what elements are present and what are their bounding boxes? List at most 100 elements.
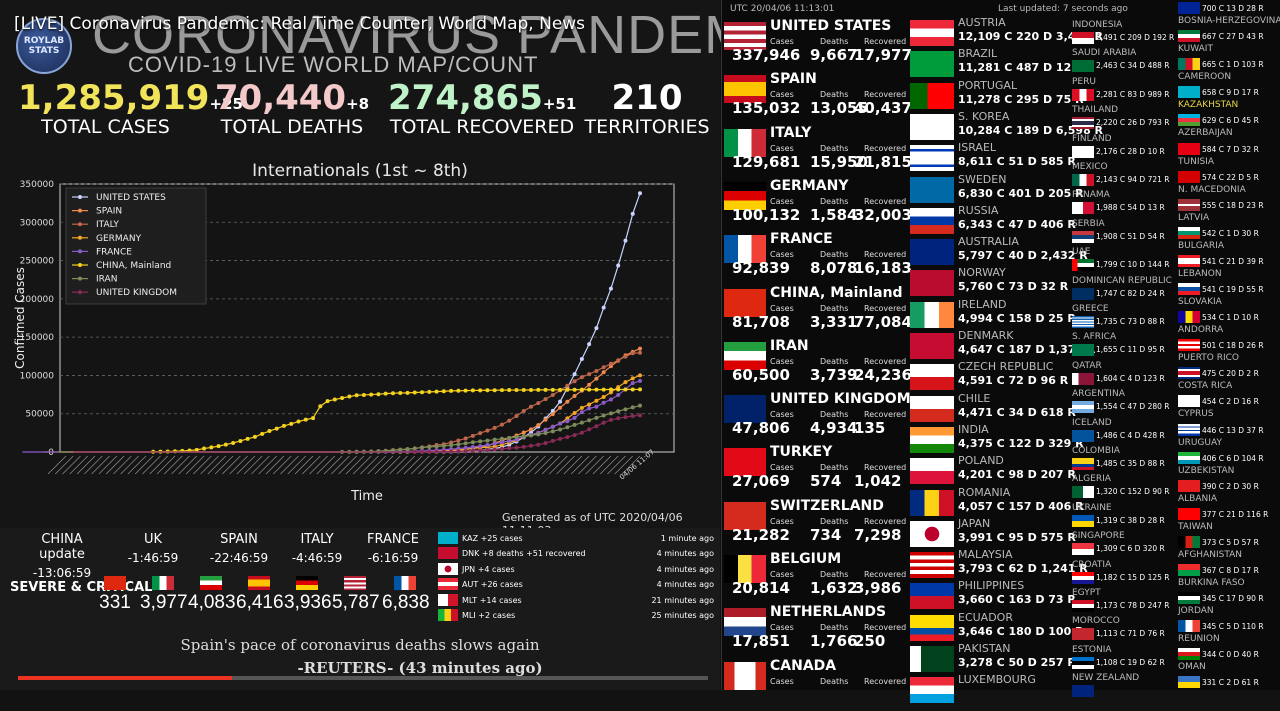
news-item[interactable]: KAZ +25 cases 1 minute ago [438, 532, 714, 547]
country-row-small[interactable]: UKRAINE 1,319 C 38 D 28 R [1070, 503, 1174, 527]
country-row-small[interactable]: ALGERIA 1,320 C 152 D 90 R [1070, 474, 1174, 499]
country-row-small[interactable]: 345 C 17 D 90 R JORDAN [1176, 592, 1280, 620]
country-row-small[interactable]: S. AFRICA 1,655 C 11 D 95 R [1070, 332, 1174, 357]
country-row[interactable]: JAPAN 3,991 C 95 D 575 R [910, 517, 1076, 548]
country-row-small[interactable]: 555 C 18 D 23 R LATVIA [1176, 198, 1280, 227]
country-row-small[interactable]: DOMINICAN REPUBLIC 1,747 C 82 D 24 R [1070, 276, 1174, 300]
country-row-small[interactable]: 541 C 21 D 39 R LEBANON [1176, 254, 1280, 283]
country-row-small[interactable]: 541 C 19 D 55 R SLOVAKIA [1176, 283, 1280, 311]
country-row[interactable]: CHILE 4,471 C 34 D 618 R [910, 392, 1076, 423]
video-title[interactable]: [LIVE] Coronavirus Pandemic: Real Time C… [14, 14, 586, 34]
country-row-small[interactable]: EGYPT 1,173 C 78 D 247 R [1070, 588, 1174, 612]
country-row-large[interactable]: CHINA, Mainland Cases Deaths Recovered 81,70… [724, 285, 912, 338]
country-row-large[interactable]: NETHERLANDS Cases Deaths Recovered 17,851 1,7… [724, 604, 910, 657]
country-row-small[interactable]: MOROCCO 1,113 C 71 D 76 R [1070, 616, 1174, 641]
country-row-small[interactable]: 345 C 5 D 110 R REUNION [1176, 620, 1280, 648]
recovered-header: Recovered [864, 196, 907, 206]
country-row-small[interactable]: SINGAPORE 1,309 C 6 D 320 R [1070, 531, 1174, 556]
country-row[interactable]: AUSTRIA 12,109 C 220 D 3,463 R [910, 16, 1103, 47]
country-row-small[interactable]: ARGENTINA 1,554 C 47 D 280 R [1070, 389, 1174, 414]
country-row[interactable]: POLAND 4,201 C 98 D 207 R [910, 454, 1076, 485]
country-row-small[interactable]: CROATIA 1,182 C 15 D 125 R [1070, 560, 1174, 584]
country-row[interactable]: CZECH REPUBLIC 4,591 C 72 D 96 R [910, 360, 1068, 391]
country-row-large[interactable]: SWITZERLAND Cases Deaths Recovered 21,282 734… [724, 498, 910, 551]
country-row-small[interactable]: 629 C 6 D 45 R AZERBAIJAN [1176, 114, 1280, 142]
country-row-small[interactable]: INDONESIA 2,491 C 209 D 192 R [1070, 20, 1174, 44]
data-point [587, 342, 592, 347]
country-row-small[interactable]: FINLAND 2,176 C 28 D 10 R [1070, 134, 1174, 158]
country-row[interactable]: PORTUGAL 11,278 C 295 D 75 R [910, 79, 1084, 110]
news-headline[interactable]: Spain's pace of coronavirus deaths slows… [180, 636, 540, 654]
country-row-large[interactable]: FRANCE Cases Deaths Recovered 92,839 8,078 16,… [724, 231, 912, 284]
country-row-small[interactable]: 475 C 20 D 2 R COSTA RICA [1176, 367, 1280, 395]
news-item[interactable]: JPN +4 cases 4 minutes ago [438, 562, 714, 578]
country-row-small[interactable]: 658 C 9 D 17 R KAZAKHSTAN [1176, 86, 1280, 114]
country-row-small[interactable]: 367 C 8 D 17 R BURKINA FASO [1176, 564, 1280, 592]
country-row-small[interactable]: SERBIA 1,908 C 51 D 54 R [1070, 219, 1174, 243]
country-row-small[interactable]: 390 C 2 D 30 R ALBANIA [1176, 479, 1280, 508]
country-row[interactable]: INDIA 4,375 C 122 D 329 R [910, 423, 1084, 454]
country-row-small[interactable]: THAILAND 2,220 C 26 D 793 R [1070, 105, 1174, 130]
country-row-small[interactable]: SAUDI ARABIA 2,463 C 34 D 488 R [1070, 48, 1174, 73]
data-point [543, 417, 548, 422]
news-item[interactable]: DNK +8 deaths +51 recovered 4 minutes ago [438, 547, 714, 562]
country-row-small[interactable]: 700 C 13 D 28 R BOSNIA-HERZEGOVINA [1176, 2, 1280, 30]
country-row-large[interactable]: GERMANY Cases Deaths Recovered 100,132 1,584 3… [724, 178, 912, 231]
news-item[interactable]: MLI +2 cases 25 minutes ago [438, 609, 714, 624]
country-row-small[interactable]: ICELAND 1,486 C 4 D 428 R [1070, 418, 1174, 442]
country-row[interactable]: PHILIPPINES 3,660 C 163 D 73 R [910, 579, 1076, 610]
country-row[interactable]: LUXEMBOURG [910, 673, 1068, 704]
country-row-small[interactable]: PERU 2,281 C 83 D 989 R [1070, 77, 1174, 101]
country-row-small[interactable]: 406 C 6 D 104 R UZBEKISTAN [1176, 451, 1280, 480]
country-row-small[interactable]: 344 C 0 D 40 R OMAN [1176, 648, 1280, 676]
country-row[interactable]: ROMANIA 4,057 C 157 D 406 R [910, 486, 1084, 517]
country-row-small[interactable]: 574 C 22 D 5 R N. MACEDONIA [1176, 170, 1280, 199]
country-row[interactable]: S. KOREA 10,284 C 189 D 6,598 R [910, 110, 1103, 141]
country-row[interactable]: PAKISTAN 3,278 C 50 D 257 R [910, 642, 1076, 673]
country-row[interactable]: ECUADOR 3,646 C 180 D 100 R [910, 611, 1084, 642]
country-row-large[interactable]: UNITED STATES Cases Deaths Recovered 337,946… [724, 18, 912, 71]
country-row-small[interactable]: PANAMA 1,988 C 54 D 13 R [1070, 190, 1174, 215]
country-row[interactable]: MALAYSIA 3,793 C 62 D 1,241 R [910, 548, 1088, 579]
country-row-large[interactable]: CANADA Cases Deaths Recovered [724, 658, 910, 711]
country-row-large[interactable]: UNITED KINGDOM Cases Deaths Recovered 47,806… [724, 391, 911, 444]
country-row-small[interactable]: ESTONIA 1,108 C 19 D 62 R [1070, 645, 1174, 669]
country-row[interactable]: SWEDEN 6,830 C 401 D 205 R [910, 173, 1084, 204]
country-row-small[interactable]: 667 C 27 D 43 R KUWAIT [1176, 30, 1280, 58]
country-row[interactable]: BRAZIL 11,281 C 487 D 127 R [910, 47, 1091, 78]
country-row[interactable]: AUSTRALIA 5,797 C 40 D 2,432 R [910, 235, 1088, 266]
country-row-small[interactable]: MEXICO 2,143 C 94 D 721 R [1070, 162, 1174, 186]
country-row-large[interactable]: BELGIUM Cases Deaths Recovered 20,814 1,632 3,… [724, 551, 910, 604]
cases-header: Cases [770, 410, 794, 420]
country-row-small[interactable]: COLOMBIA 1,485 C 35 D 88 R [1070, 446, 1174, 470]
x-tick-label-mark [200, 455, 219, 475]
country-row[interactable]: IRELAND 4,994 C 158 D 25 R [910, 298, 1076, 329]
country-row-small[interactable]: 584 C 7 D 32 R TUNISIA [1176, 142, 1280, 171]
country-row-small[interactable]: GREECE 1,735 C 73 D 88 R [1070, 304, 1174, 328]
country-row[interactable]: ISRAEL 8,611 C 51 D 585 R [910, 141, 1076, 172]
country-row-small[interactable]: QATAR 1,604 C 4 D 123 R [1070, 361, 1174, 385]
last-updated: Last updated: 7 seconds ago [998, 4, 1128, 14]
country-row-small[interactable]: 454 C 2 D 16 R CYPRUS [1176, 395, 1280, 423]
country-row-small[interactable]: 542 C 1 D 30 R BULGARIA [1176, 226, 1280, 255]
news-item[interactable]: MLT +14 cases 21 minutes ago [438, 593, 714, 609]
news-item[interactable]: AUT +26 cases 4 minutes ago [438, 578, 714, 593]
country-row-large[interactable]: ITALY Cases Deaths Recovered 129,681 15,950 21… [724, 125, 912, 178]
country-row-small[interactable]: 446 C 13 D 37 R URUGUAY [1176, 423, 1280, 452]
country-row[interactable]: DENMARK 4,647 C 187 D 1,378 R [910, 329, 1095, 360]
country-row-small[interactable]: UAE 1,799 C 10 D 144 R [1070, 247, 1174, 272]
country-row-large[interactable]: SPAIN Cases Deaths Recovered 135,032 13,055 40… [724, 71, 912, 124]
country-row-small[interactable]: 377 C 21 D 116 R TAIWAN [1176, 507, 1280, 536]
country-row-small[interactable]: 501 C 18 D 26 R PUERTO RICO [1176, 339, 1280, 367]
y-tick-label: 250000 [20, 257, 55, 267]
country-row-small[interactable]: NEW ZEALAND [1070, 673, 1174, 698]
country-row-small[interactable]: 665 C 1 D 103 R CAMEROON [1176, 58, 1280, 86]
country-row-large[interactable]: TURKEY Cases Deaths Recovered 27,069 574 1,042 [724, 444, 910, 497]
country-row-large[interactable]: IRAN Cases Deaths Recovered 60,500 3,739 24,23… [724, 338, 912, 391]
country-row[interactable]: RUSSIA 6,343 C 47 D 406 R [910, 204, 1076, 235]
country-row-small[interactable]: 331 C 2 D 61 R [1176, 676, 1280, 704]
country-row-small[interactable]: 373 C 5 D 57 R AFGHANISTAN [1176, 535, 1280, 564]
video-progress-bar[interactable] [18, 676, 708, 680]
country-row-small[interactable]: 534 C 1 D 10 R ANDORRA [1176, 311, 1280, 339]
country-row[interactable]: NORWAY 5,760 C 73 D 32 R [910, 266, 1068, 297]
